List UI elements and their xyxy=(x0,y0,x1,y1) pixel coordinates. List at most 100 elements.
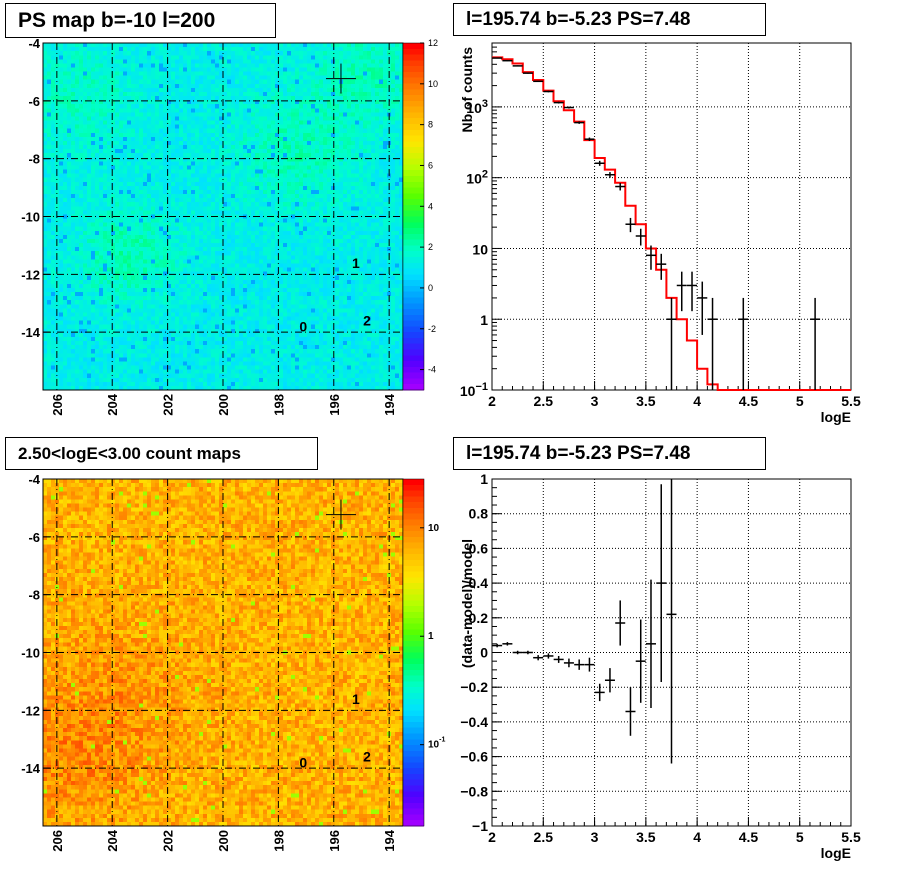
heatmap-cell xyxy=(183,75,188,81)
heatmap-cell xyxy=(91,312,96,317)
heatmap-cell xyxy=(123,226,128,232)
heatmap-cell xyxy=(207,218,212,224)
heatmap-cell xyxy=(139,332,144,338)
heatmap-cell xyxy=(239,59,244,64)
heatmap-cell xyxy=(107,173,112,179)
heatmap-cell xyxy=(251,100,256,105)
heatmap-cell xyxy=(271,304,276,309)
heatmap-cell xyxy=(187,279,192,285)
heatmap-cell xyxy=(107,91,112,97)
heatmap-cell xyxy=(243,308,248,313)
heatmap-cell xyxy=(215,145,220,150)
heatmap-cell xyxy=(203,316,208,321)
heatmap-cell xyxy=(267,287,272,293)
heatmap-cell xyxy=(263,218,268,224)
heatmap-cell xyxy=(255,234,260,240)
heatmap-cell xyxy=(263,214,268,219)
heatmap-cell xyxy=(247,316,252,321)
heatmap-cell xyxy=(127,165,132,170)
heatmap-cell xyxy=(207,287,212,293)
heatmap-cell xyxy=(171,320,176,326)
heatmap-cell xyxy=(263,43,268,48)
heatmap-cell xyxy=(115,336,120,342)
heatmap-cell xyxy=(235,132,240,138)
heatmap-cell xyxy=(191,365,196,370)
heatmap-cell xyxy=(179,124,184,130)
heatmap-cell xyxy=(131,140,136,146)
heatmap-cell xyxy=(175,304,180,309)
heatmap-cell xyxy=(159,120,164,126)
heatmap-cell xyxy=(183,157,188,162)
heatmap-cell xyxy=(147,251,152,256)
heatmap-cell xyxy=(247,230,252,236)
heatmap-cell xyxy=(151,169,156,175)
heatmap-cell xyxy=(107,120,112,126)
heatmap-cell xyxy=(151,51,156,56)
heatmap-cell xyxy=(83,385,88,391)
heatmap-cell xyxy=(151,161,156,166)
heatmap-cell xyxy=(135,218,140,224)
heatmap-cell xyxy=(111,324,116,330)
heatmap-cell xyxy=(123,279,128,285)
heatmap-cell xyxy=(167,247,172,252)
heatmap-cell xyxy=(203,353,208,358)
heatmap-cell xyxy=(75,47,80,52)
heatmap-cell xyxy=(83,157,88,162)
heatmap-cell xyxy=(259,185,264,191)
heatmap-cell xyxy=(139,83,144,89)
heatmap-cell xyxy=(215,312,220,317)
heatmap-cell xyxy=(235,259,240,264)
heatmap-cell xyxy=(47,108,52,113)
heatmap-cell xyxy=(199,67,204,72)
heatmap-cell xyxy=(99,251,104,256)
heatmap-cell xyxy=(135,165,140,170)
heatmap-cell xyxy=(103,181,108,187)
heatmap-cell xyxy=(135,263,140,268)
heatmap-cell xyxy=(143,108,148,113)
heatmap-cell xyxy=(183,202,188,207)
heatmap-cell xyxy=(191,96,196,101)
heatmap-cell xyxy=(111,218,116,224)
heatmap-cell xyxy=(79,47,84,52)
heatmap-cell xyxy=(103,300,108,305)
heatmap-cell xyxy=(199,157,204,162)
heatmap-cell xyxy=(43,71,48,77)
heatmap-cell xyxy=(47,112,52,117)
heatmap-cell xyxy=(139,247,144,252)
heatmap-cell xyxy=(259,381,264,387)
heatmap-cell xyxy=(211,234,216,240)
heatmap-cell xyxy=(51,210,56,215)
heatmap-cell xyxy=(175,385,180,391)
heatmap-cell xyxy=(87,324,92,330)
heatmap-cell xyxy=(147,226,152,232)
heatmap-cell xyxy=(199,51,204,56)
heatmap-cell xyxy=(227,153,232,158)
heatmap-cell xyxy=(103,112,108,117)
heatmap-cell xyxy=(63,136,68,142)
heatmap-cell xyxy=(255,169,260,175)
heatmap-cell xyxy=(259,112,264,117)
heatmap-cell xyxy=(211,100,216,105)
heatmap-cell xyxy=(187,353,192,358)
heatmap-cell xyxy=(47,357,52,362)
heatmap-cell xyxy=(75,279,80,285)
heatmap-cell xyxy=(219,304,224,309)
heatmap-cell xyxy=(211,300,216,305)
heatmap-cell xyxy=(275,120,280,126)
heatmap-cell xyxy=(263,292,268,297)
heatmap-cell xyxy=(87,157,92,162)
heatmap-cell xyxy=(271,91,276,97)
heatmap-cell xyxy=(175,316,180,321)
heatmap-cell xyxy=(143,365,148,370)
heatmap-cell xyxy=(251,341,256,346)
heatmap-cell xyxy=(215,316,220,321)
heatmap-cell xyxy=(75,230,80,236)
heatmap-cell xyxy=(143,136,148,142)
heatmap-cell xyxy=(43,341,48,346)
heatmap-cell xyxy=(71,251,76,256)
heatmap-cell xyxy=(123,304,128,309)
heatmap-cell xyxy=(71,238,76,244)
heatmap-cell xyxy=(143,336,148,342)
heatmap-cell xyxy=(211,247,216,252)
heatmap-cell xyxy=(191,87,196,93)
